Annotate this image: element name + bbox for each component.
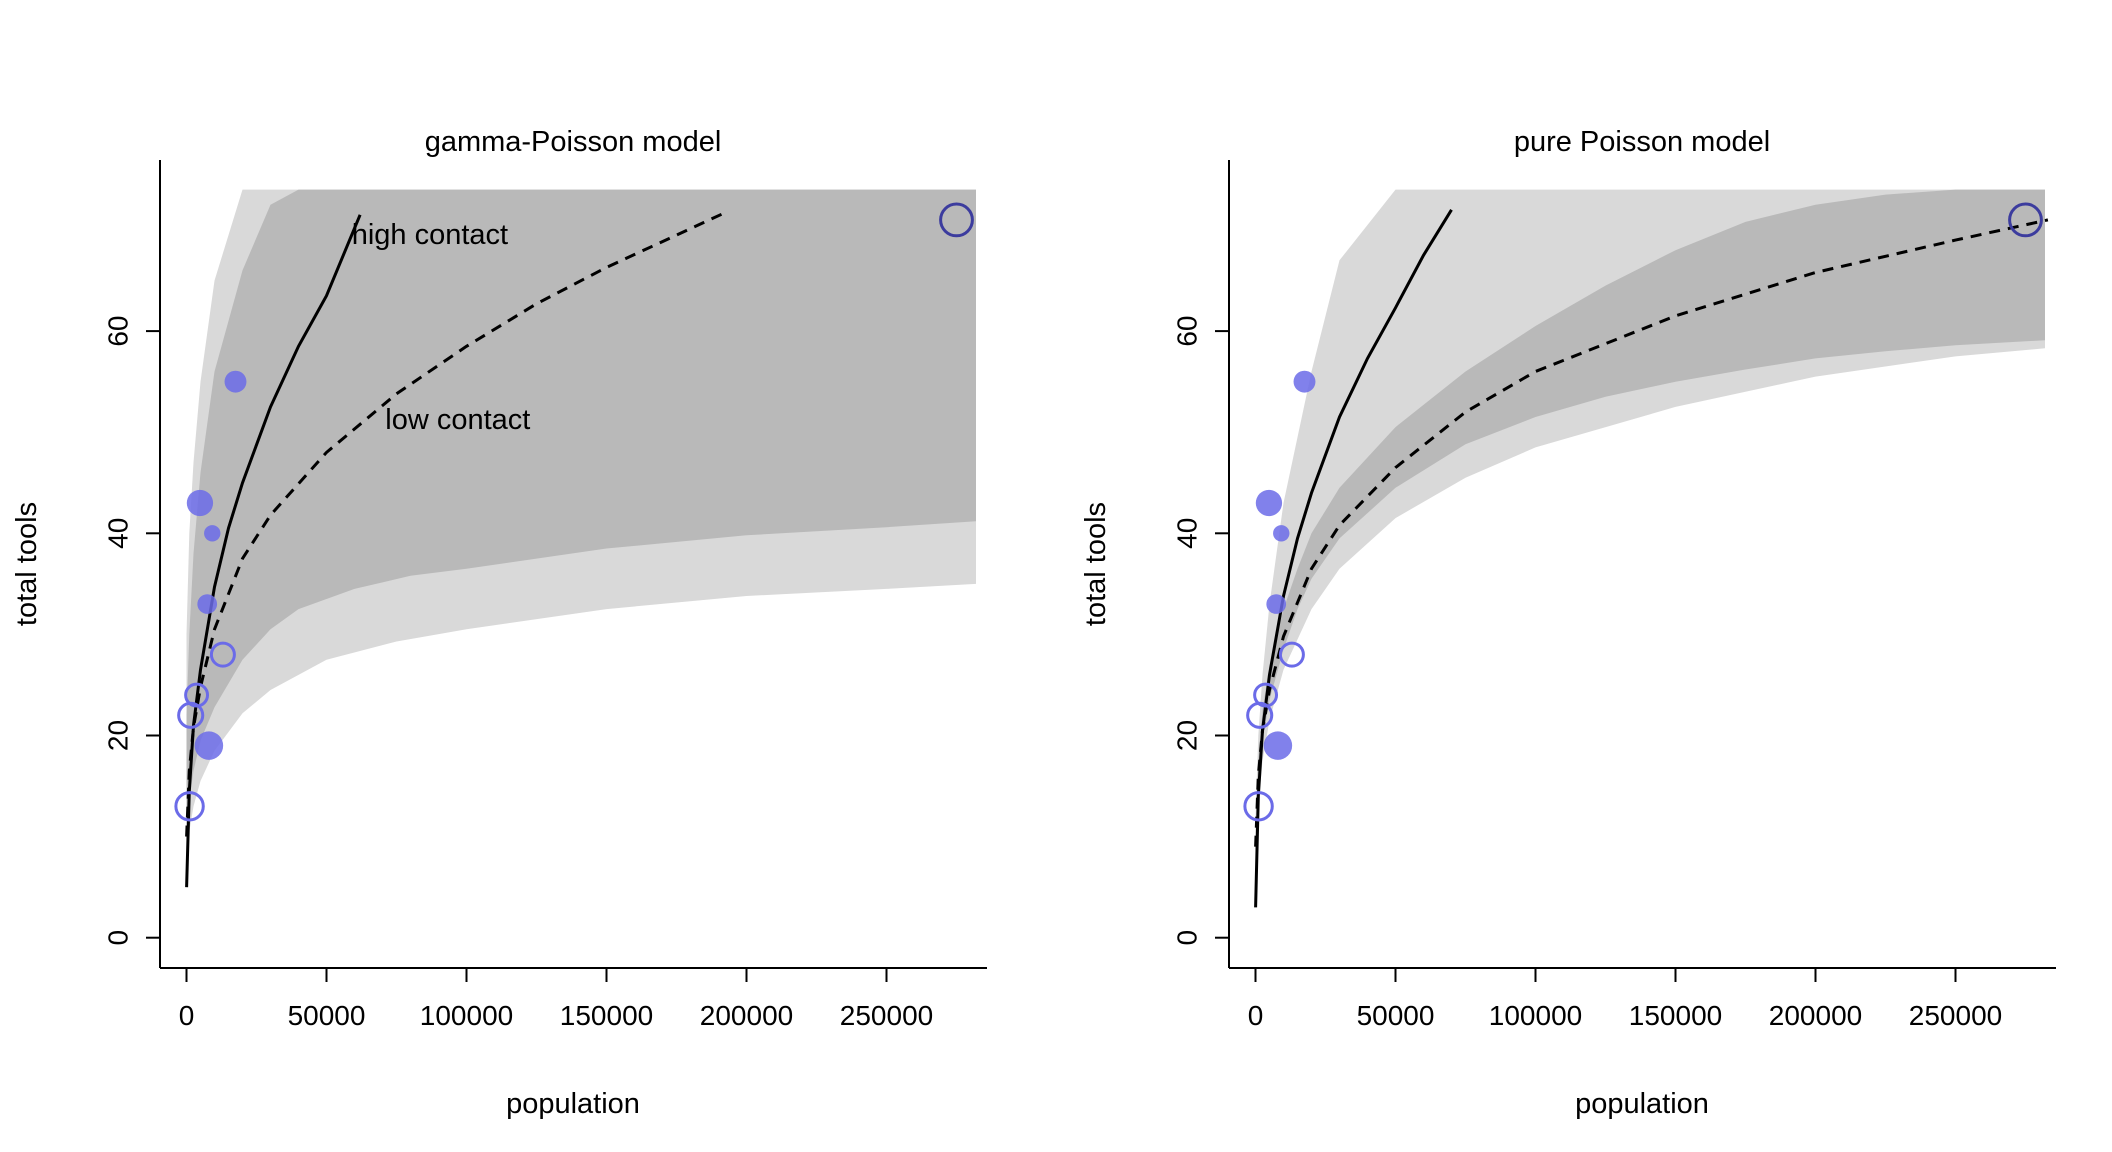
x-tick-label: 0	[1248, 1000, 1264, 1031]
x-tick-label: 50000	[288, 1000, 366, 1031]
annotation-label: high contact	[352, 219, 508, 251]
data-point-low-contact	[184, 682, 210, 708]
annotation-label: low contact	[385, 404, 530, 436]
outer-interval-band	[1255, 189, 2045, 867]
x-tick-label: 50000	[1357, 1000, 1435, 1031]
x-tick-label: 150000	[560, 1000, 653, 1031]
data-point-high-contact	[1293, 370, 1316, 393]
x-tick-label: 100000	[1489, 1000, 1582, 1031]
y-tick-label: 40	[1171, 518, 1202, 549]
low-contact-line	[1254, 218, 2049, 847]
chart-title: pure Poisson model	[1514, 126, 1770, 158]
data-point-high-contact	[1273, 525, 1290, 542]
inner-interval-band	[186, 189, 976, 847]
data-point-low-contact	[174, 791, 205, 822]
data-point-low-contact	[1278, 641, 1305, 668]
y-tick-label: 40	[102, 518, 133, 549]
x-tick-label: 200000	[700, 1000, 793, 1031]
data-point-high-contact	[204, 525, 221, 542]
low-contact-line	[185, 210, 728, 837]
data-point-low-contact	[2008, 202, 2043, 238]
y-tick-label: 60	[1171, 316, 1202, 347]
data-point-low-contact	[1253, 682, 1279, 708]
data-point-high-contact	[224, 370, 247, 393]
x-axis-label: population	[506, 1088, 640, 1120]
high-contact-line	[185, 214, 362, 888]
data-point-high-contact	[1263, 731, 1293, 760]
y-tick-label: 20	[102, 720, 133, 751]
y-tick-label: 20	[1171, 720, 1202, 751]
inner-interval-band	[1255, 189, 2045, 857]
data-point-high-contact	[197, 594, 218, 614]
y-tick-label: 0	[1171, 930, 1202, 946]
gamma-poisson-panel: 0 50000 100000 150000 200000 250000 0 20 40 60 hig…	[11, 126, 987, 1120]
x-tick-label: 200000	[1769, 1000, 1862, 1031]
data-point-low-contact	[209, 641, 236, 668]
x-tick-label: 250000	[840, 1000, 933, 1031]
x-tick-label: 100000	[420, 1000, 513, 1031]
y-tick-label: 0	[102, 930, 133, 946]
x-tick-label: 0	[179, 1000, 195, 1031]
data-point-high-contact	[1266, 594, 1287, 614]
y-axis-label: total tools	[11, 502, 43, 626]
data-point-high-contact	[186, 489, 214, 517]
x-tick-label: 250000	[1909, 1000, 2002, 1031]
data-point-low-contact	[1243, 791, 1274, 822]
data-point-high-contact	[1255, 489, 1283, 517]
y-axis-label: total tools	[1080, 502, 1112, 626]
y-tick-label: 60	[102, 316, 133, 347]
chart-title: gamma-Poisson model	[425, 126, 722, 158]
x-tick-label: 150000	[1629, 1000, 1722, 1031]
x-axis-label: population	[1575, 1088, 1709, 1120]
data-point-low-contact	[939, 202, 974, 238]
pure-poisson-panel: 0 50000 100000 150000 200000 250000 0 20 40 60 pur…	[1080, 126, 2056, 1120]
data-point-high-contact	[194, 731, 224, 760]
